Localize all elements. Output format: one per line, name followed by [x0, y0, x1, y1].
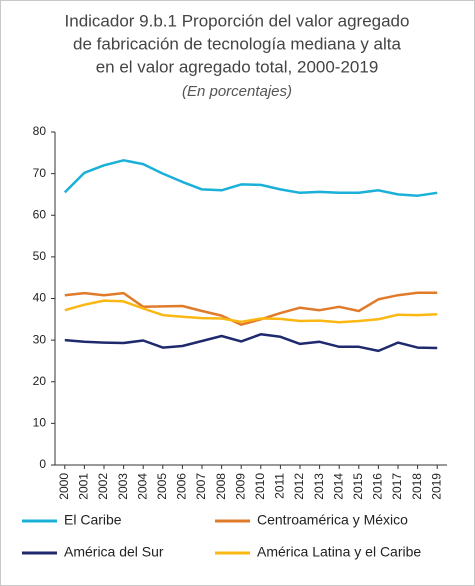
- x-tick-label: 2001: [77, 473, 91, 500]
- y-tick-label: 80: [33, 124, 47, 138]
- y-tick-label: 20: [33, 374, 47, 388]
- x-tick-label: 2009: [233, 473, 247, 500]
- x-tick-label: 2012: [292, 473, 306, 500]
- legend-label: América del Sur: [64, 544, 164, 560]
- y-tick-label: 70: [33, 166, 47, 180]
- series-line: [63, 159, 438, 197]
- x-tick-label: 2007: [194, 473, 208, 500]
- x-tick-label: 2008: [214, 473, 228, 500]
- x-tick-label: 2004: [135, 473, 149, 500]
- x-tick-label: 2010: [253, 473, 267, 500]
- series-line: [64, 291, 438, 326]
- y-tick-label: 30: [33, 332, 47, 346]
- x-tick-label: 2003: [116, 473, 130, 500]
- series-line: [64, 299, 438, 324]
- chart-title: Indicador 9.b.1 Proporción del valor agr…: [65, 11, 410, 30]
- y-tick-label: 0: [39, 457, 46, 471]
- chart-subtitle: (En porcentajes): [182, 83, 292, 100]
- x-tick-label: 2013: [312, 473, 326, 500]
- series-line: [64, 333, 438, 353]
- x-tick-label: 2018: [410, 473, 424, 500]
- chart-title: en el valor agregado total, 2000-2019: [96, 57, 379, 76]
- x-tick-label: 2016: [371, 473, 385, 500]
- x-tick-label: 2015: [351, 473, 365, 500]
- x-tick-label: 2006: [175, 473, 189, 500]
- y-tick-label: 50: [33, 249, 47, 263]
- chart-title: de fabricación de tecnología mediana y a…: [73, 34, 401, 53]
- y-tick-label: 60: [33, 207, 47, 221]
- x-tick-label: 2005: [155, 473, 169, 500]
- x-tick-label: 2017: [390, 473, 404, 500]
- x-tick-label: 2014: [331, 473, 345, 500]
- legend-label: El Caribe: [64, 512, 122, 528]
- legend-label: América Latina y el Caribe: [257, 544, 421, 560]
- y-tick-label: 10: [33, 416, 47, 430]
- x-tick-label: 2002: [96, 473, 110, 500]
- legend-label: Centroamérica y México: [257, 512, 408, 528]
- x-tick-label: 2011: [273, 473, 287, 499]
- y-tick-label: 40: [33, 291, 47, 305]
- x-tick-label: 2019: [429, 473, 443, 500]
- x-tick-label: 2000: [57, 473, 71, 500]
